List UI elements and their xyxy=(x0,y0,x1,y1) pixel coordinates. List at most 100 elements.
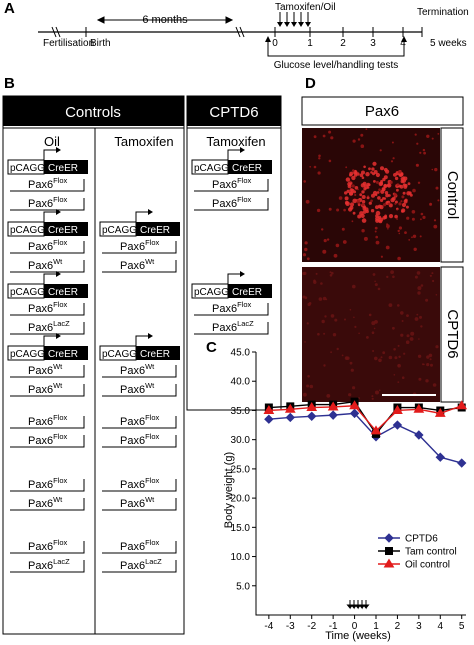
gene-box xyxy=(136,222,180,236)
nucleus xyxy=(372,350,375,352)
nucleus xyxy=(398,170,402,174)
nucleus xyxy=(374,283,378,287)
nucleus xyxy=(431,272,434,275)
nucleus xyxy=(419,315,422,319)
nucleus xyxy=(342,240,347,244)
arrow-head xyxy=(56,147,61,153)
nucleus xyxy=(425,379,429,383)
nucleus xyxy=(304,341,306,343)
nucleus xyxy=(403,352,406,355)
nucleus xyxy=(404,198,408,202)
x-tick-label: -4 xyxy=(264,621,273,632)
nucleus xyxy=(398,232,401,235)
nucleus xyxy=(375,205,379,210)
allele-label: Pax6Flox xyxy=(120,413,159,428)
nucleus xyxy=(302,253,307,257)
nucleus xyxy=(354,171,358,175)
y-tick-label: 40.0 xyxy=(231,377,251,388)
nucleus xyxy=(417,291,421,295)
nucleus xyxy=(416,271,421,275)
nucleus xyxy=(366,186,370,189)
allele-name: LacZ xyxy=(53,557,70,566)
nucleus xyxy=(434,167,438,172)
nucleus xyxy=(437,199,440,202)
nucleus xyxy=(306,257,310,261)
y-tick-label: 30.0 xyxy=(231,435,251,446)
gene-name: Pax6 xyxy=(120,260,145,272)
nucleus xyxy=(416,313,419,316)
nucleus xyxy=(394,214,398,219)
micrograph xyxy=(302,128,440,262)
y-tick-label: 45.0 xyxy=(231,348,251,359)
nucleus xyxy=(423,151,426,155)
nucleus xyxy=(392,326,395,330)
interval-label: 6 months xyxy=(142,14,188,26)
allele-bracket xyxy=(102,260,177,273)
arrow-head xyxy=(240,147,245,153)
nucleus xyxy=(361,176,365,179)
nucleus xyxy=(394,202,397,205)
nucleus xyxy=(422,148,426,152)
nucleus xyxy=(332,333,337,337)
gene-box xyxy=(44,160,88,174)
nucleus xyxy=(423,363,425,366)
nucleus xyxy=(383,184,387,188)
nucleus xyxy=(359,211,364,216)
nucleus xyxy=(411,217,415,221)
x-tick-label: 1 xyxy=(373,621,379,632)
nucleus xyxy=(397,256,401,261)
column-title: Tamoxifen xyxy=(114,134,173,149)
allele-bracket xyxy=(10,198,85,211)
nucleus xyxy=(338,196,343,200)
gene-name: Pax6 xyxy=(28,179,53,191)
nucleus xyxy=(419,235,422,238)
allele-name: Wt xyxy=(53,381,63,390)
allele-bracket xyxy=(10,479,85,492)
nucleus xyxy=(401,208,406,213)
nucleus xyxy=(428,353,433,358)
marker xyxy=(307,411,317,421)
nucleus xyxy=(378,217,384,223)
nucleus xyxy=(361,170,365,175)
nucleus xyxy=(406,191,411,196)
nucleus xyxy=(359,193,363,197)
nucleus xyxy=(390,197,395,203)
gene-name: Pax6 xyxy=(120,560,145,572)
nucleus xyxy=(431,137,434,140)
nucleus xyxy=(349,308,352,311)
allele-name: Flox xyxy=(53,300,67,309)
panel-label: D xyxy=(305,75,316,92)
gene-box xyxy=(136,346,180,360)
marker xyxy=(285,412,295,423)
nucleus xyxy=(375,390,379,395)
allele-bracket xyxy=(10,322,85,335)
allele-name: LacZ xyxy=(237,319,254,328)
allele-bracket xyxy=(10,365,85,378)
nucleus xyxy=(374,320,378,324)
nucleus xyxy=(344,200,349,205)
week-label: 1 xyxy=(307,38,313,49)
nucleus xyxy=(414,317,419,321)
nucleus xyxy=(393,348,396,351)
nucleus xyxy=(389,180,393,184)
allele-bracket xyxy=(10,241,85,254)
allele-label: Pax6Flox xyxy=(28,538,67,553)
marker xyxy=(413,403,425,413)
nucleus xyxy=(377,196,381,200)
gene-name: Pax6 xyxy=(28,322,53,334)
nucleus xyxy=(380,179,383,183)
nucleus xyxy=(371,167,375,171)
nucleus xyxy=(341,227,345,231)
allele-bracket xyxy=(194,322,269,335)
y-axis-label: Body weight (g) xyxy=(223,452,235,528)
nucleus xyxy=(370,209,375,213)
nucleus xyxy=(365,209,369,214)
marker xyxy=(263,404,275,414)
week-label: 0 xyxy=(272,38,278,49)
nucleus xyxy=(435,294,438,296)
column-title: Oil xyxy=(44,134,60,149)
allele-label: Pax6Wt xyxy=(28,257,63,272)
allele-bracket xyxy=(102,416,177,429)
nucleus xyxy=(383,175,388,180)
promoter-arrow xyxy=(135,211,148,222)
